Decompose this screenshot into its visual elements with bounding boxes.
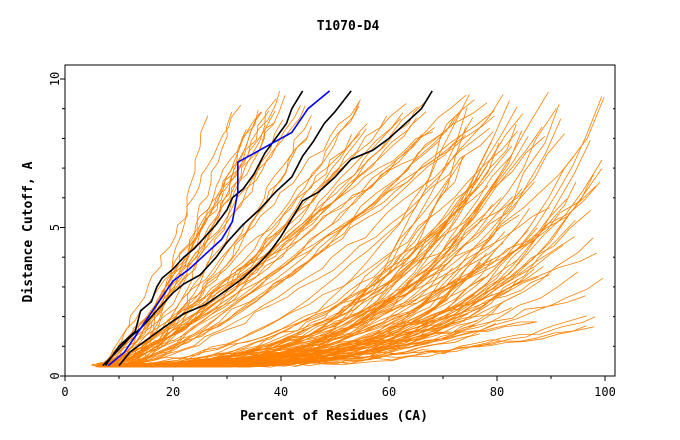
model-line xyxy=(117,215,569,368)
y-axis-label: Distance Cutoff, A xyxy=(21,161,36,302)
model-line xyxy=(123,106,418,366)
model-line xyxy=(130,112,460,366)
model-line xyxy=(102,110,276,365)
chart-title: T1070-D4 xyxy=(317,19,380,34)
model-line xyxy=(119,136,545,368)
model-line xyxy=(97,110,495,367)
model-line xyxy=(130,127,436,365)
model-line xyxy=(172,133,442,368)
model-line xyxy=(121,127,490,365)
model-line xyxy=(128,99,428,367)
model-line xyxy=(106,105,242,367)
y-tick-label: 0 xyxy=(48,372,62,379)
model-line xyxy=(135,125,312,365)
model-line xyxy=(144,156,511,368)
y-tick-label: 10 xyxy=(48,72,62,86)
model-line xyxy=(109,116,455,366)
model-line xyxy=(101,130,518,366)
model-line xyxy=(107,109,259,366)
highlight-series-line-0 xyxy=(104,90,304,367)
bulk-model-lines xyxy=(91,90,605,368)
model-line xyxy=(131,181,535,367)
x-tick-label: 0 xyxy=(61,385,68,399)
plot-area-frame xyxy=(64,64,616,377)
x-axis-label: Percent of Residues (CA) xyxy=(240,409,428,424)
model-line xyxy=(121,145,513,367)
highlight-model-lines xyxy=(102,90,433,367)
axes: 0 20 40 60 80 100 0 5 10 xyxy=(48,72,616,399)
model-line xyxy=(120,128,367,368)
model-line xyxy=(127,115,312,367)
x-tick-label: 40 xyxy=(274,385,288,399)
model-line xyxy=(99,276,485,368)
x-tick-label: 60 xyxy=(382,385,396,399)
highlight-series-line-3 xyxy=(107,90,331,367)
model-line xyxy=(105,277,462,367)
model-line xyxy=(127,115,209,366)
model-line xyxy=(103,101,360,364)
model-line xyxy=(159,244,564,368)
model-line xyxy=(140,98,277,368)
model-line xyxy=(112,131,494,367)
highlight-series-line-2 xyxy=(118,90,433,367)
model-line xyxy=(114,99,361,366)
model-line xyxy=(100,118,402,368)
model-line xyxy=(124,94,467,365)
model-line xyxy=(101,105,301,368)
y-tick-label: 5 xyxy=(48,224,62,231)
model-line xyxy=(104,115,388,366)
x-tick-label: 80 xyxy=(490,385,504,399)
x-tick-label: 20 xyxy=(166,385,180,399)
model-line xyxy=(142,107,518,367)
model-line xyxy=(160,96,603,368)
model-line xyxy=(171,325,587,368)
x-tick-label: 100 xyxy=(594,385,616,399)
model-line xyxy=(107,95,286,364)
model-line xyxy=(106,123,368,364)
model-line xyxy=(107,196,513,367)
